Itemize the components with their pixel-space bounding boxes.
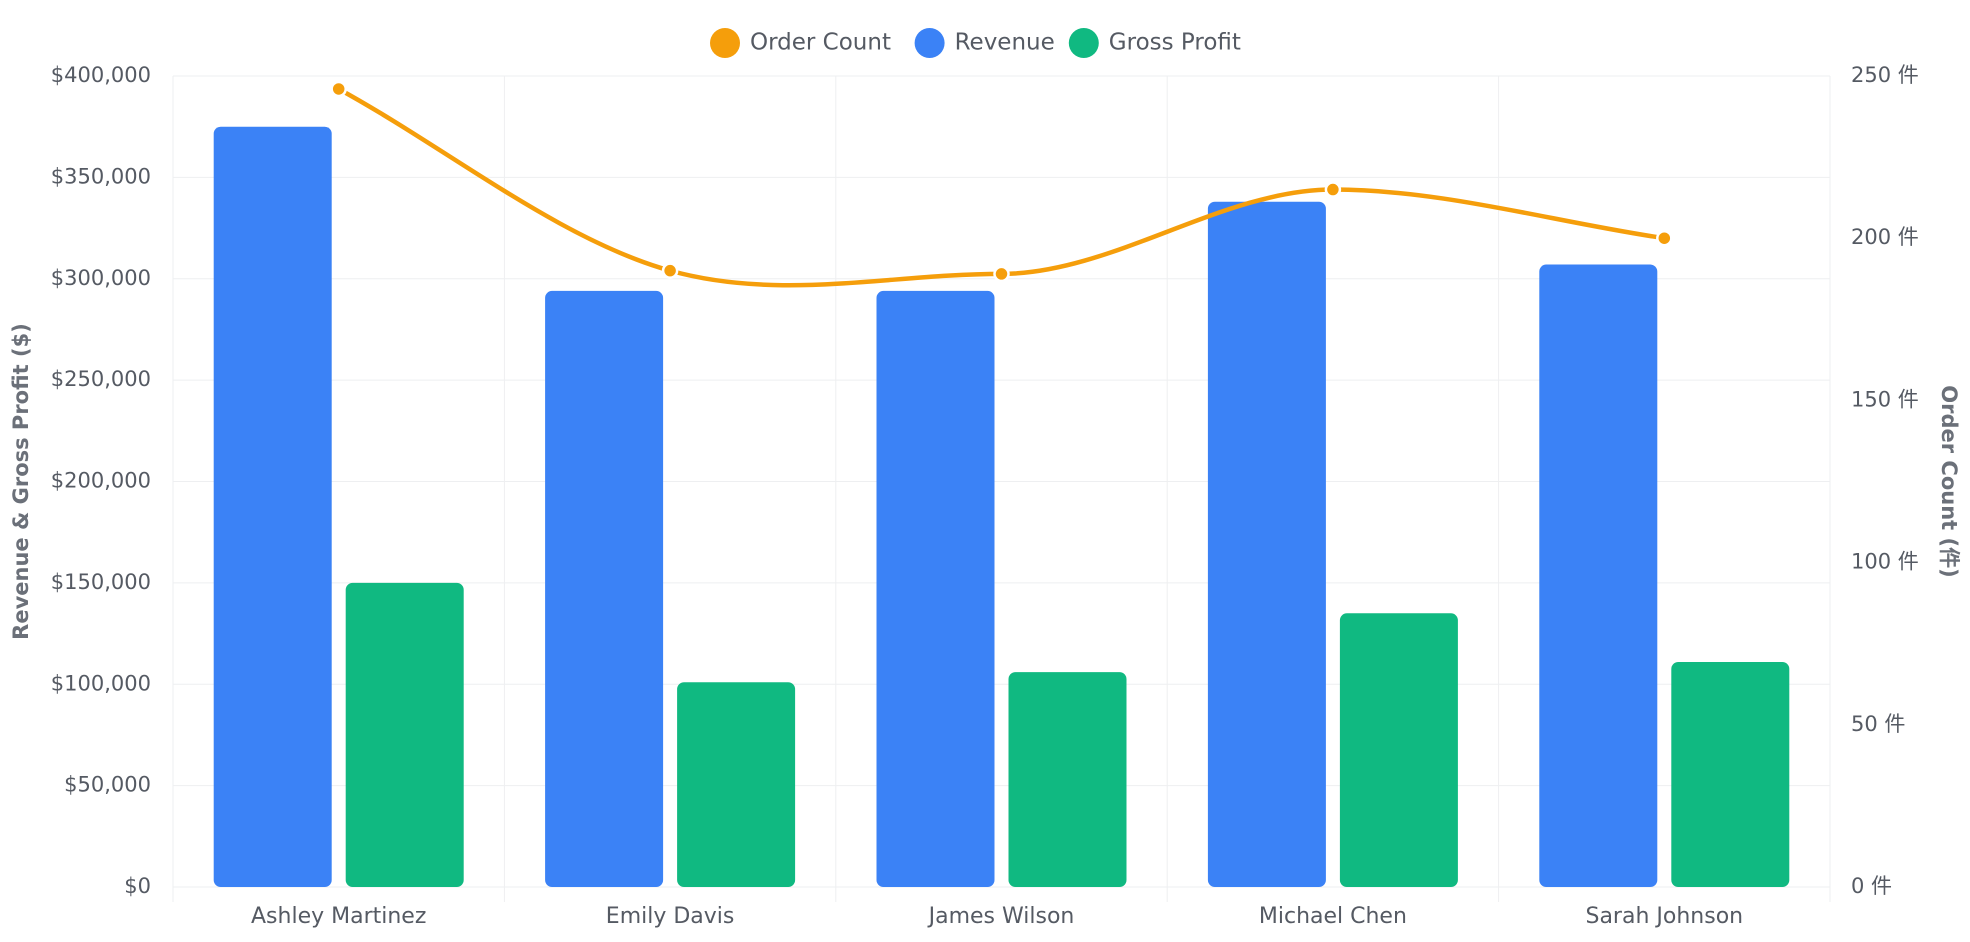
- order-count-point[interactable]: [661, 262, 679, 279]
- order-count-point[interactable]: [1656, 229, 1673, 247]
- legend[interactable]: Order Count Revenue Gross Profit: [710, 28, 1241, 58]
- legend-item-order-count[interactable]: Order Count: [710, 28, 891, 58]
- legend-label: Revenue: [955, 30, 1055, 56]
- x-category-label: James Wilson: [927, 904, 1075, 929]
- revenue-bar[interactable]: [545, 290, 664, 887]
- x-category-label: Sarah Johnson: [1585, 904, 1743, 929]
- y-right-tick-label: 50 件: [1851, 712, 1905, 736]
- y-right-tick-label: 0 件: [1851, 874, 1892, 898]
- gross-profit-bar[interactable]: [1008, 672, 1127, 887]
- axis-layer: $0 $50,000 $100,000 $150,000 $200,000 $250,00…: [9, 63, 1961, 929]
- y-left-tick-label: $350,000: [51, 164, 151, 188]
- order-count-point[interactable]: [330, 80, 347, 98]
- legend-label: Order Count: [750, 30, 891, 56]
- bars-layer: [213, 126, 1790, 887]
- order-count-point[interactable]: [1324, 181, 1342, 198]
- legend-marker: [710, 28, 740, 58]
- y-left-tick-label: $50,000: [64, 773, 151, 797]
- legend-item-gross-profit[interactable]: Gross Profit: [1068, 28, 1241, 58]
- legend-label: Gross Profit: [1109, 30, 1241, 56]
- y-left-tick-label: $100,000: [51, 671, 151, 695]
- y-left-tick-label: $200,000: [51, 469, 151, 493]
- y-right-axis-title: Order Count (件): [1937, 385, 1961, 577]
- y-left-tick-label: $300,000: [51, 266, 151, 290]
- legend-marker: [1068, 28, 1099, 58]
- revenue-bar[interactable]: [213, 126, 332, 887]
- y-left-tick-label: $400,000: [51, 63, 151, 87]
- y-right-tick-label: 150 件: [1851, 387, 1919, 411]
- y-left-tick-label: $0: [124, 874, 151, 898]
- y-left-tick-label: $150,000: [51, 570, 151, 594]
- line-layer: [330, 80, 1673, 288]
- y-left-tick-label: $250,000: [51, 367, 151, 391]
- y-right-tick-label: 250 件: [1851, 63, 1919, 87]
- y-right-tick-label: 100 件: [1851, 550, 1919, 574]
- revenue-bar[interactable]: [1539, 264, 1658, 887]
- order-count-line[interactable]: [336, 86, 1667, 288]
- x-category-label: Emily Davis: [606, 904, 735, 929]
- revenue-bar[interactable]: [1207, 201, 1326, 887]
- order-count-point[interactable]: [993, 265, 1010, 283]
- gross-profit-bar[interactable]: [1339, 613, 1458, 887]
- gross-profit-bar[interactable]: [345, 582, 464, 887]
- legend-marker: [914, 28, 945, 58]
- revenue-bar[interactable]: [876, 290, 995, 887]
- legend-item-revenue[interactable]: Revenue: [914, 28, 1055, 58]
- gross-profit-bar[interactable]: [1671, 661, 1790, 887]
- x-category-label: Ashley Martinez: [251, 904, 426, 929]
- y-left-axis-title: Revenue & Gross Profit ($): [9, 323, 33, 640]
- y-right-tick-label: 200 件: [1851, 225, 1919, 249]
- x-category-label: Michael Chen: [1259, 904, 1407, 929]
- gross-profit-bar[interactable]: [677, 682, 796, 887]
